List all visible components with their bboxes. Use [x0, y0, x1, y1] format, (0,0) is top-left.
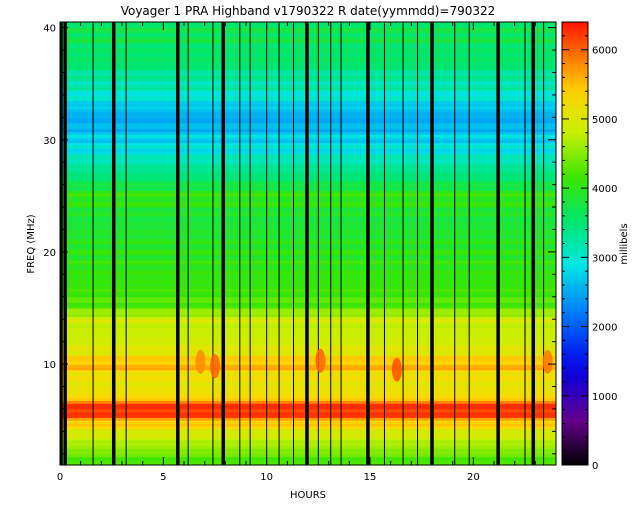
x-tick-label: 0 — [57, 472, 63, 483]
burst-mark — [391, 357, 402, 382]
chart-title: Voyager 1 PRA Highband v1790322 R date(y… — [121, 4, 496, 18]
colorbar-tick-label: 3000 — [592, 253, 617, 264]
colorbar-tick-label: 5000 — [592, 115, 617, 126]
y-axis-label: FREQ (MHz) — [26, 214, 37, 273]
data-gaps — [60, 22, 545, 465]
colorbar-tick-label: 0 — [592, 461, 598, 472]
y-tick-label: 40 — [43, 24, 56, 35]
burst-mark — [315, 348, 326, 373]
colorbar-tick-label: 2000 — [592, 323, 617, 334]
colorbar: 0 1000 2000 3000 4000 5000 6000 — [561, 21, 617, 472]
burst-mark — [195, 349, 206, 374]
y-axis: 10 20 30 40 — [43, 24, 556, 455]
burst-mark — [542, 349, 553, 374]
colorbar-tick-label: 6000 — [592, 46, 617, 57]
y-tick-label: 30 — [43, 136, 56, 147]
colorbar-gradient — [561, 21, 589, 466]
x-tick-label: 15 — [364, 472, 377, 483]
x-tick-label: 10 — [260, 472, 273, 483]
x-tick-label: 20 — [467, 472, 480, 483]
x-tick-label: 5 — [160, 472, 166, 483]
colorbar-label: millibels — [619, 223, 630, 264]
y-tick-label: 10 — [43, 360, 56, 371]
burst-mark — [210, 354, 220, 379]
x-axis-label: HOURS — [290, 490, 326, 501]
radio-bursts — [195, 348, 553, 382]
colorbar-tick-label: 4000 — [592, 184, 617, 195]
colorbar-tick-label: 1000 — [592, 392, 617, 403]
x-axis: 0 5 10 15 20 — [57, 22, 557, 483]
y-tick-label: 20 — [43, 248, 56, 259]
